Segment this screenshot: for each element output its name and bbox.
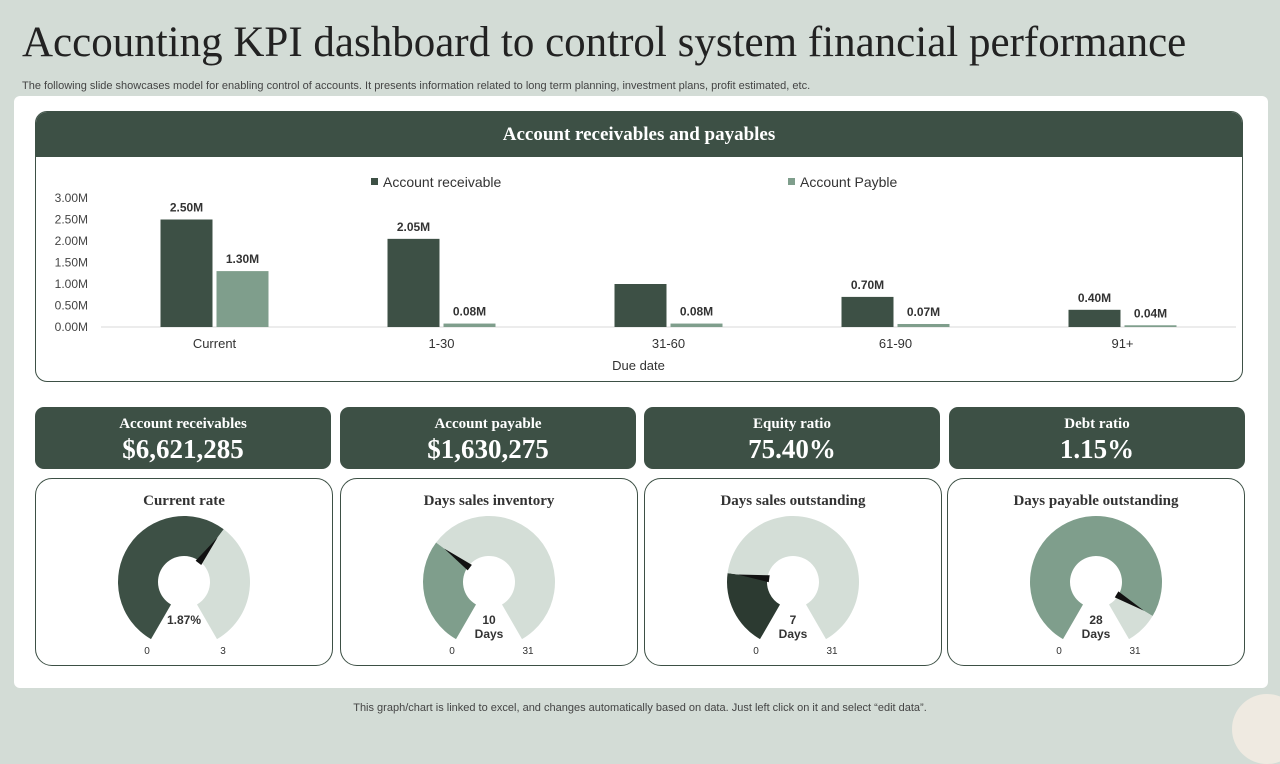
y-tick-label: 3.00M — [55, 191, 88, 205]
bar-receivable — [1068, 309, 1121, 327]
kpi-label: Account receivables — [119, 416, 247, 432]
gauge-card-days-payable-outstanding[interactable]: Days payable outstanding 0 31 28 Days — [947, 478, 1245, 666]
gauge-chart: 0 3 1.87% — [117, 516, 250, 657]
x-tick-label: 61-90 — [879, 336, 912, 351]
gauge-card-current-rate[interactable]: Current rate 0 3 1.87% — [35, 478, 333, 666]
gauge-needle — [737, 574, 770, 583]
gauge-value-label: 28 — [1089, 613, 1103, 627]
kpi-label: Debt ratio — [1064, 416, 1130, 432]
bar-data-label: 0.08M — [453, 305, 486, 319]
footer-note: This graph/chart is linked to excel, and… — [353, 702, 927, 714]
gauge-value-label: 10 — [482, 613, 496, 627]
page-subtitle: The following slide showcases model for … — [22, 80, 811, 92]
kpi-account-payable: Account payable $1,630,275 — [340, 407, 636, 469]
gauge-card-days-sales-outstanding[interactable]: Days sales outstanding 0 31 7 Days — [644, 478, 942, 666]
gauge-max-label: 3 — [220, 646, 226, 657]
bar-data-label: 0.70M — [851, 278, 884, 292]
bar-payable — [443, 323, 496, 327]
bar-data-label: 1.30M — [226, 252, 259, 266]
kpi-equity-ratio: Equity ratio 75.40% — [644, 407, 940, 469]
gauge-value-label: Days — [475, 627, 504, 641]
gauge-needle — [444, 548, 472, 571]
kpi-label: Equity ratio — [753, 416, 831, 432]
bar-chart: 0.00M 0.50M 1.00M 1.50M 2.00M 2.50M 3.00M 2.50M… — [55, 174, 1236, 373]
y-tick-label: 1.50M — [55, 256, 88, 270]
bar-data-label: 0.40M — [1078, 291, 1111, 305]
gauge-min-label: 0 — [449, 646, 455, 657]
kpi-value: 75.40% — [748, 434, 836, 464]
bar-data-label: 0.04M — [1134, 306, 1167, 320]
gauge-value-arc — [423, 542, 476, 640]
bar-data-label: 2.05M — [397, 220, 430, 234]
gauge-title: Current rate — [143, 493, 225, 509]
gauge-value-label: 1.87% — [167, 613, 201, 627]
legend-label: Account Payble — [800, 174, 897, 190]
x-axis-title: Due date — [612, 358, 665, 373]
gauge-max-label: 31 — [522, 646, 534, 657]
bar-payable — [1124, 325, 1177, 327]
bar-payable — [897, 323, 950, 327]
bar-data-label: 2.50M — [170, 201, 203, 215]
bar-receivable — [841, 296, 894, 327]
gauge-value-arc — [1030, 516, 1162, 640]
gauge-value-label: Days — [1082, 627, 1111, 641]
y-tick-label: 1.00M — [55, 277, 88, 291]
gauge-card-days-sales-inventory[interactable]: Days sales inventory 0 31 10 Days — [340, 478, 638, 666]
gauge-min-label: 0 — [144, 646, 150, 657]
gauge-min-label: 0 — [753, 646, 759, 657]
kpi-label: Account payable — [434, 416, 542, 432]
bar-data-label: 0.07M — [907, 305, 940, 319]
bar-data-label: 0.08M — [680, 305, 713, 319]
legend-swatch — [371, 178, 378, 185]
gauge-remaining-arc — [727, 516, 859, 640]
kpi-value: 1.15% — [1059, 434, 1135, 464]
bar-payable — [670, 323, 723, 327]
gauge-title: Days payable outstanding — [1013, 493, 1179, 509]
gauge-value-label: 7 — [790, 613, 797, 627]
gauge-value-arc — [117, 516, 224, 640]
gauge-remaining-arc — [1109, 595, 1153, 640]
x-tick-label: 1-30 — [428, 336, 454, 351]
gauge-max-label: 31 — [826, 646, 838, 657]
y-tick-label: 0.50M — [55, 299, 88, 313]
gauge-title: Days sales outstanding — [720, 493, 866, 509]
gauge-remaining-arc — [197, 529, 250, 640]
x-tick-label: Current — [193, 336, 237, 351]
x-tick-label: 91+ — [1111, 336, 1133, 351]
page-title: Accounting KPI dashboard to control syst… — [22, 19, 1187, 66]
y-tick-label: 0.00M — [55, 320, 88, 334]
gauge-needle — [195, 537, 218, 565]
legend-swatch — [788, 178, 795, 185]
bar-payable — [216, 271, 269, 327]
gauge-value-label: Days — [779, 627, 808, 641]
bar-receivable — [160, 219, 213, 327]
y-tick-label: 2.50M — [55, 213, 88, 227]
bar-chart-title: Account receivables and payables — [36, 112, 1242, 157]
gauge-max-label: 31 — [1129, 646, 1141, 657]
x-tick-label: 31-60 — [652, 336, 685, 351]
bar-chart-card[interactable]: Account receivables and payables 0.00M 0.… — [35, 111, 1243, 382]
gauge-needle — [1114, 591, 1145, 611]
bar-receivable — [387, 238, 440, 327]
kpi-account-receivables: Account receivables $6,621,285 — [35, 407, 331, 469]
kpi-value: $6,621,285 — [122, 434, 244, 464]
kpi-value: $1,630,275 — [427, 434, 549, 464]
legend-label: Account receivable — [383, 174, 502, 190]
y-tick-label: 2.00M — [55, 234, 88, 248]
gauge-title: Days sales inventory — [423, 493, 555, 509]
kpi-debt-ratio: Debt ratio 1.15% — [949, 407, 1245, 469]
bar-receivable — [614, 284, 667, 327]
gauge-min-label: 0 — [1056, 646, 1062, 657]
gauge-value-arc — [727, 573, 780, 640]
gauge-remaining-arc — [436, 516, 555, 640]
